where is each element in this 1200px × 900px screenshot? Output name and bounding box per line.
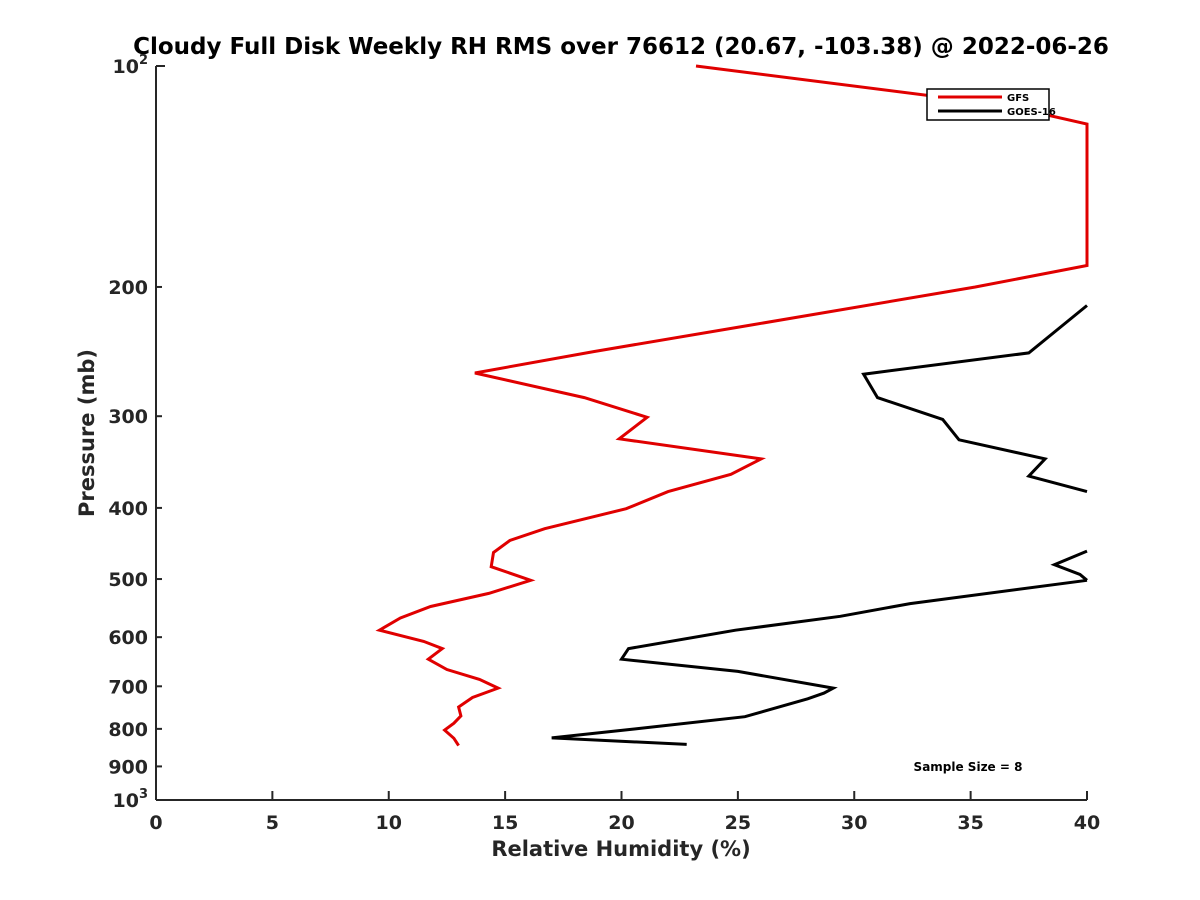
y-tick-label: 102 <box>113 53 149 78</box>
x-tick-label: 30 <box>841 812 867 834</box>
y-tick-label: 600 <box>108 627 148 649</box>
chart-title: Cloudy Full Disk Weekly RH RMS over 7661… <box>133 34 1109 60</box>
y-tick-label: 300 <box>108 406 148 428</box>
legend-box <box>926 88 1050 121</box>
y-tick-label: 103 <box>113 787 149 812</box>
x-tick-label: 15 <box>492 812 518 834</box>
sample-size-annotation: Sample Size = 8 <box>914 760 1023 774</box>
y-tick-label: 500 <box>108 569 148 591</box>
y-tick-exponent: 3 <box>139 787 148 802</box>
series-layer <box>375 64 1089 747</box>
y-tick-label: 700 <box>108 676 148 698</box>
y-tick-label: 200 <box>108 277 148 299</box>
series-line-gfs <box>375 64 1089 747</box>
legend: GFS GOES-16 <box>926 88 1056 121</box>
tick-labels: 0 5 10 15 20 25 30 35 40102200300400500600700800… <box>108 53 1100 834</box>
x-tick-label: 40 <box>1074 812 1100 834</box>
y-tick-exponent: 2 <box>139 53 148 68</box>
x-axis-label: Relative Humidity (%) <box>491 837 750 861</box>
y-tick-label: 400 <box>108 498 148 520</box>
x-tick-label: 35 <box>957 812 983 834</box>
y-tick-base: 10 <box>113 56 139 78</box>
legend-label-goes-16: GOES-16 <box>1007 107 1056 118</box>
x-tick-label: 25 <box>725 812 751 834</box>
legend-label-gfs: GFS <box>1007 93 1029 104</box>
axes <box>155 65 1088 801</box>
x-tick-label: 5 <box>266 812 279 834</box>
x-tick-label: 20 <box>608 812 634 834</box>
series-line-goes-16 <box>551 304 1088 746</box>
x-tick-label: 10 <box>376 812 402 834</box>
y-tick-label: 900 <box>108 756 148 778</box>
y-tick-base: 10 <box>113 790 139 812</box>
y-axis-label: Pressure (mb) <box>75 349 99 517</box>
y-tick-label: 800 <box>108 719 148 741</box>
x-tick-label: 0 <box>149 812 162 834</box>
